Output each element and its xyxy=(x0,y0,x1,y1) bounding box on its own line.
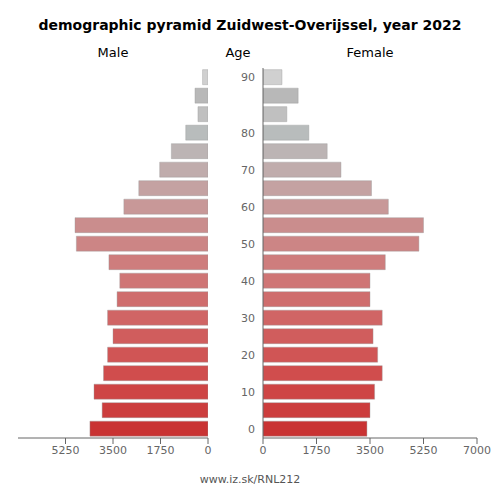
svg-text:0: 0 xyxy=(260,444,267,457)
svg-text:0: 0 xyxy=(205,444,212,457)
html-text:Female: Female xyxy=(346,45,394,60)
svg-text:1750: 1750 xyxy=(303,444,331,457)
svg-text:5250: 5250 xyxy=(52,444,80,457)
svg-text:30: 30 xyxy=(241,312,255,325)
svg-text:40: 40 xyxy=(241,275,255,288)
svg-text:5250: 5250 xyxy=(410,444,438,457)
svg-text:60: 60 xyxy=(241,201,255,214)
svg-text:10: 10 xyxy=(241,386,255,399)
svg-text:3500: 3500 xyxy=(99,444,127,457)
svg-text:3500: 3500 xyxy=(356,444,384,457)
svg-text:20: 20 xyxy=(241,349,255,362)
svg-text:80: 80 xyxy=(241,127,255,140)
svg-text:7000: 7000 xyxy=(463,444,491,457)
html-text:Male: Male xyxy=(97,45,129,60)
svg-text:70: 70 xyxy=(241,164,255,177)
svg-text:1750: 1750 xyxy=(147,444,175,457)
html-text:demographic pyramid Zuidwest-O: demographic pyramid Zuidwest-Overijssel,… xyxy=(38,17,462,33)
svg-text:50: 50 xyxy=(241,238,255,251)
html-text:Age: Age xyxy=(225,45,251,60)
html-text:www.iz.sk/RNL212: www.iz.sk/RNL212 xyxy=(199,473,301,486)
svg-text:0: 0 xyxy=(248,423,255,436)
svg-text:90: 90 xyxy=(241,71,255,84)
